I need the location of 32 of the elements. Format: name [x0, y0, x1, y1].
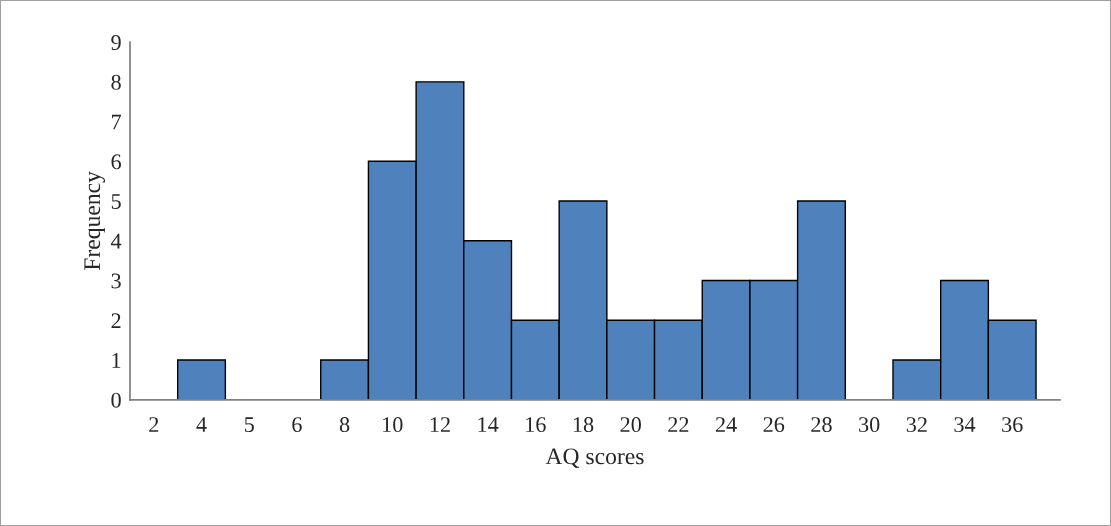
x-tick-label: 32 — [906, 417, 927, 433]
x-tick-label: 30 — [859, 417, 880, 433]
bar — [176, 359, 227, 400]
x-tick-label: 18 — [573, 417, 594, 433]
x-tick-label: 6 — [292, 417, 302, 433]
x-tick-label: 28 — [811, 417, 832, 433]
x-axis-title: AQ scores — [545, 448, 644, 468]
x-tick-label: 12 — [430, 417, 450, 432]
x-tick-label: 16 — [526, 417, 546, 433]
x-tick-label: 14 — [478, 417, 499, 432]
y-tick-label: 0 — [111, 392, 121, 408]
x-tick-label: 26 — [763, 417, 785, 433]
y-tick-label: 5 — [111, 194, 121, 209]
y-tick-label: 3 — [111, 273, 121, 289]
y-axis-title: Frequency — [84, 171, 105, 271]
y-tick-label: 9 — [111, 35, 121, 51]
x-tick-label: 20 — [620, 417, 641, 433]
x-tick-label: 8 — [339, 417, 350, 433]
x-tick-label: 5 — [244, 417, 254, 433]
x-tick-label: 24 — [715, 417, 737, 432]
y-tick-label: 7 — [112, 114, 122, 130]
y-tick-label: 2 — [111, 313, 121, 328]
y-tick-label: 4 — [110, 233, 122, 249]
x-tick-label: 34 — [954, 417, 976, 433]
y-tick-label: 1 — [112, 353, 121, 368]
x-tick-label: 10 — [383, 417, 403, 433]
x-tick-label: 22 — [668, 417, 689, 432]
x-tick-label: 36 — [1002, 417, 1023, 433]
y-tick-label: 6 — [111, 154, 121, 170]
x-tick-label: 4 — [196, 417, 207, 432]
x-tick-label: 2 — [149, 417, 159, 432]
y-tick-label: 8 — [111, 74, 121, 90]
